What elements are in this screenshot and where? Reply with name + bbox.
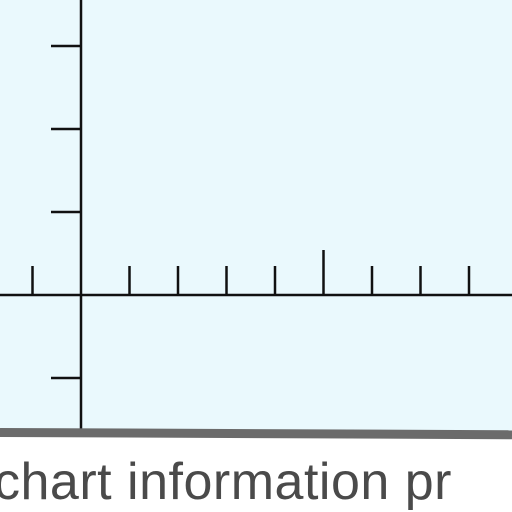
chart-svg	[0, 0, 512, 432]
y-tick-group	[51, 44, 81, 380]
chart-caption-text: chart information pr	[0, 453, 452, 511]
chart-plot-area	[0, 0, 512, 432]
x-tick-group	[31, 250, 471, 295]
chart-bottom-border	[0, 428, 512, 440]
